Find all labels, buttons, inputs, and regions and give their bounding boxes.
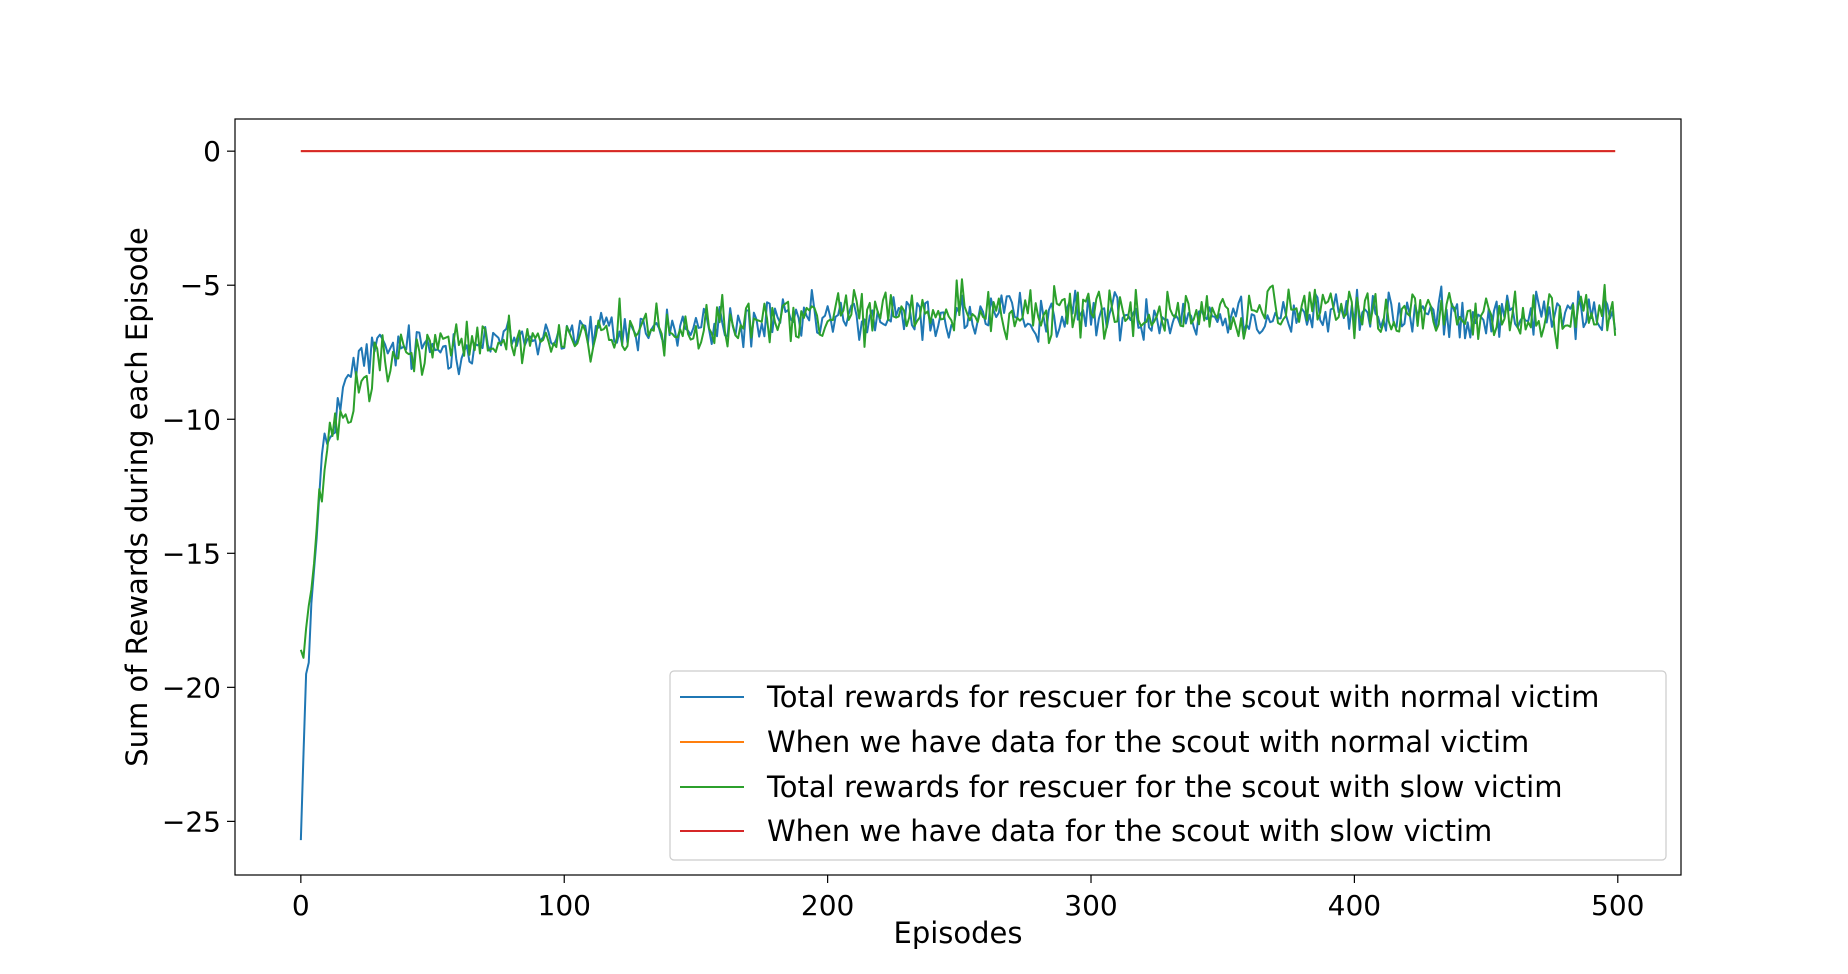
y-tick-label: −15 (162, 537, 221, 570)
legend-entry-1: When we have data for the scout with nor… (767, 725, 1529, 759)
y-tick-label: −25 (162, 805, 221, 838)
x-tick-label: 200 (801, 889, 854, 922)
series-line-2 (299, 278, 1617, 659)
y-tick-label: −20 (162, 671, 221, 704)
y-axis-label: Sum of Rewards during each Episode (120, 227, 154, 767)
legend: Total rewards for rescuer for the scout … (669, 670, 1667, 861)
series-layer (299, 150, 1617, 841)
y-axis: 0 −5 −10 −15 −20 −25 (162, 135, 235, 838)
x-tick-label: 400 (1328, 889, 1381, 922)
x-axis-label: Episodes (894, 916, 1023, 950)
legend-entry-0: Total rewards for rescuer for the scout … (766, 680, 1599, 714)
legend-entry-3: When we have data for the scout with slo… (767, 814, 1492, 848)
x-tick-label: 300 (1064, 889, 1117, 922)
y-tick-label: −10 (162, 403, 221, 436)
y-tick-label: −5 (180, 269, 221, 302)
x-tick-label: 500 (1591, 889, 1644, 922)
y-tick-label: 0 (203, 135, 221, 168)
legend-entry-2: Total rewards for rescuer for the scout … (766, 770, 1562, 804)
x-axis: 0 100 200 300 400 500 (292, 875, 1645, 922)
x-tick-label: 0 (292, 889, 310, 922)
x-tick-label: 100 (538, 889, 591, 922)
legend-box (669, 670, 1667, 861)
plot-frame (234, 118, 1682, 876)
